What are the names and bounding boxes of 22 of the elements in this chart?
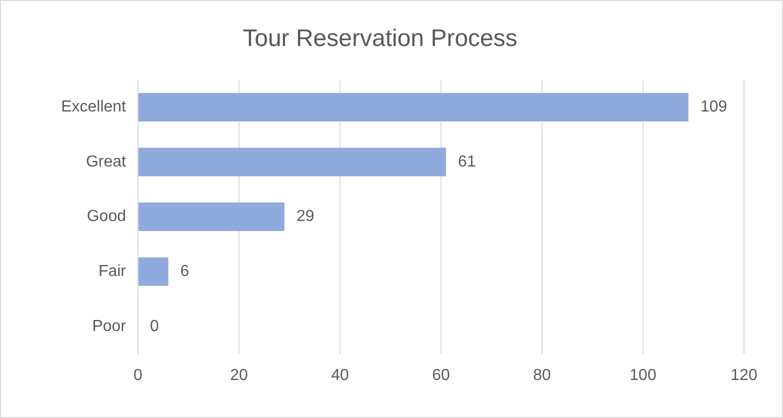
y-tick-label: Good bbox=[86, 208, 126, 226]
y-tick-label: Excellent bbox=[61, 98, 127, 116]
data-label: 29 bbox=[296, 208, 314, 226]
data-label: 0 bbox=[150, 318, 159, 335]
data-label: 109 bbox=[700, 98, 728, 116]
y-tick-label: Fair bbox=[98, 263, 127, 280]
x-tick-label: 0 bbox=[134, 366, 143, 384]
x-tick-label: 40 bbox=[331, 366, 349, 384]
x-tick-label: 60 bbox=[432, 366, 450, 384]
bar bbox=[138, 202, 284, 232]
y-tick-label: Poor bbox=[92, 318, 127, 335]
y-tick-label: Great bbox=[86, 153, 127, 170]
x-tick-label: 80 bbox=[533, 366, 551, 384]
data-label: 6 bbox=[180, 263, 190, 280]
data-label: 61 bbox=[458, 153, 476, 170]
bar bbox=[138, 257, 168, 286]
bar bbox=[138, 92, 688, 122]
x-tick-label: 20 bbox=[230, 366, 248, 384]
chart-title: Tour Reservation Process bbox=[242, 25, 518, 52]
bar bbox=[138, 148, 446, 176]
x-tick-label: 120 bbox=[730, 366, 758, 384]
x-tick-label: 100 bbox=[630, 366, 656, 384]
